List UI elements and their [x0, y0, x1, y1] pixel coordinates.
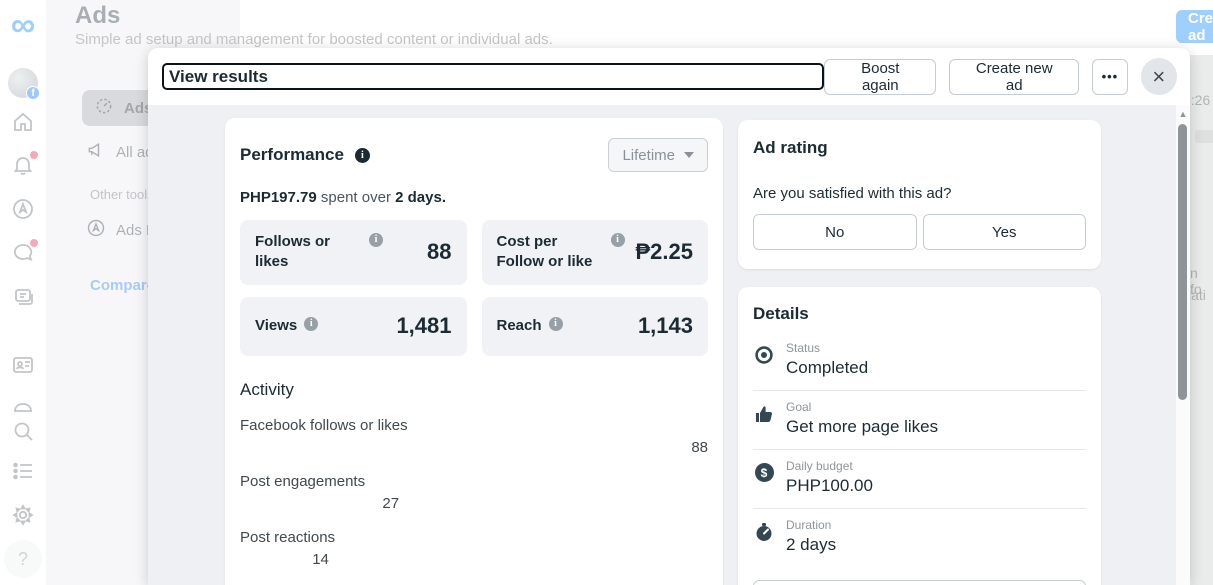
rating-yes-button[interactable]: Yes: [922, 214, 1086, 250]
ad-rating-heading: Ad rating: [753, 138, 828, 157]
rating-no-button[interactable]: No: [753, 214, 917, 250]
activity-value: 88: [691, 438, 708, 456]
activity-heading: Activity: [240, 379, 294, 399]
activity-row: Facebook follows or likes 88: [240, 417, 708, 456]
details-column: Ad rating Are you satisfied with this ad…: [738, 120, 1101, 585]
performance-column: Performance i Lifetime PHP197.79 spent o…: [225, 118, 723, 585]
metrics-grid: Follows or likes i 88 Cost per Follow or …: [240, 220, 708, 356]
detail-value: 2 days: [786, 535, 837, 554]
modal-scrollbar[interactable]: ▲: [1176, 105, 1190, 585]
stopwatch-icon: [753, 522, 775, 542]
spend-duration: 2 days: [395, 189, 442, 206]
spend-text: spent over: [316, 189, 396, 206]
metric-label: Reach: [496, 316, 542, 334]
metric-follows-or-likes: Follows or likes i 88: [240, 220, 467, 285]
scrollbar-thumb[interactable]: [1178, 124, 1187, 400]
activity-value: 27: [382, 494, 400, 512]
metric-views: Views i 1,481: [240, 296, 467, 356]
metric-value: ₱2.25: [635, 239, 694, 265]
info-icon[interactable]: i: [548, 316, 563, 331]
spend-summary: PHP197.79 spent over 2 days.: [240, 189, 446, 206]
activity-label: Post reactions: [240, 528, 336, 546]
chevron-down-icon: [684, 152, 694, 158]
detail-row-status: Status Completed: [753, 332, 1086, 391]
period-dropdown[interactable]: Lifetime: [608, 138, 708, 172]
details-card: Details Status Completed: [738, 287, 1101, 585]
modal-actions: Boost again Create new ad ••• ×: [824, 58, 1177, 95]
detail-label: Daily budget: [786, 459, 853, 473]
performance-heading: Performance: [240, 145, 344, 164]
metric-cost-per-follow: Cost per Follow or like i ₱2.25: [481, 220, 708, 285]
activity-row: Post reactions 14: [240, 529, 708, 568]
detail-label: Duration: [786, 518, 832, 532]
metric-reach: Reach i 1,143: [481, 296, 708, 356]
see-all-button[interactable]: See all: [753, 580, 1086, 585]
close-icon[interactable]: ×: [1140, 58, 1177, 95]
activity-label: Post engagements: [240, 472, 366, 490]
detail-label: Goal: [786, 400, 812, 414]
metric-value: 1,481: [396, 313, 452, 338]
boost-again-button[interactable]: Boost again: [824, 58, 937, 95]
metric-label: Follows or likes: [255, 233, 330, 271]
ad-rating-question: Are you satisfied with this ad?: [753, 185, 952, 202]
status-radio-icon: [753, 345, 775, 365]
activity-label: Facebook follows or likes: [240, 416, 408, 434]
scrollbar-up-arrow[interactable]: ▲: [1178, 109, 1188, 119]
detail-value: Completed: [786, 358, 869, 377]
period-dropdown-label: Lifetime: [622, 146, 675, 164]
detail-row-duration: Duration 2 days: [753, 509, 1086, 567]
performance-card: Performance i Lifetime PHP197.79 spent o…: [225, 118, 723, 585]
detail-label: Status: [786, 341, 821, 355]
info-icon[interactable]: i: [610, 233, 625, 247]
metric-label: Cost per Follow or like: [496, 233, 593, 271]
dollar-icon: $: [753, 463, 775, 482]
create-new-ad-button[interactable]: Create new ad: [949, 58, 1080, 95]
metric-label: Views: [255, 316, 298, 334]
info-icon[interactable]: i: [304, 316, 319, 331]
info-icon[interactable]: i: [369, 233, 383, 247]
ad-rating-card: Ad rating Are you satisfied with this ad…: [738, 120, 1101, 269]
detail-row-daily-budget: $ Daily budget PHP100.00: [753, 450, 1086, 509]
activity-value: 14: [312, 550, 329, 568]
detail-value: PHP100.00: [786, 476, 873, 495]
more-options-button[interactable]: •••: [1092, 58, 1128, 95]
details-heading: Details: [753, 304, 809, 323]
metric-value: 88: [427, 239, 452, 265]
modal-header: View results Boost again Create new ad •…: [148, 48, 1190, 105]
view-results-modal: View results Boost again Create new ad •…: [148, 48, 1190, 585]
activity-row: Post engagements 27: [240, 473, 708, 512]
metric-value: 1,143: [637, 313, 693, 338]
info-icon[interactable]: i: [354, 147, 370, 163]
thumb-up-icon: [753, 404, 775, 424]
detail-row-goal: Goal Get more page likes: [753, 391, 1086, 450]
modal-title[interactable]: View results: [162, 63, 825, 90]
spend-amount: PHP197.79: [240, 189, 317, 206]
modal-body: Performance i Lifetime PHP197.79 spent o…: [148, 105, 1190, 585]
detail-value: Get more page likes: [786, 417, 939, 436]
